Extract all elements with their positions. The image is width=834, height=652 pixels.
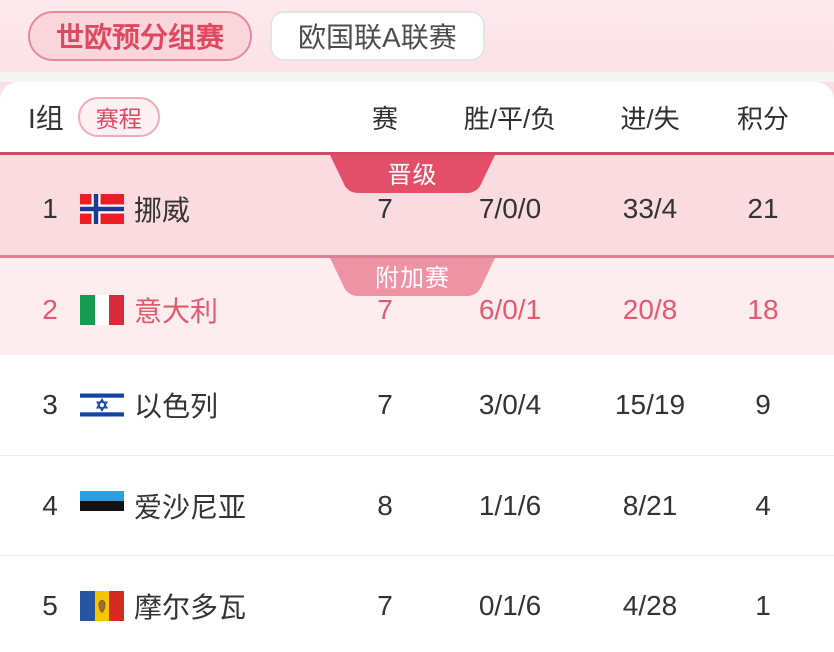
flag-cell	[72, 490, 134, 521]
schedule-button[interactable]: 赛程	[77, 97, 160, 137]
playoff-badge: 附加赛	[330, 258, 495, 296]
points-cell: 21	[747, 193, 779, 224]
table-row-estonia[interactable]: 4 爱沙尼亚 8 1/1/6 8/21 4	[0, 455, 834, 555]
wdl-cell: 1/1/6	[478, 489, 542, 521]
standings-card-wrap: I组 赛程 赛 胜/平/负 进/失 积分 晋级 1	[0, 82, 834, 652]
wdl-cell: 3/0/4	[478, 389, 542, 420]
qualified-badge-shape	[330, 155, 495, 193]
column-header-played: 赛	[371, 103, 398, 134]
table-row-italy[interactable]: 附加赛 2 意大利 7 6/0/1 20/8 18	[0, 255, 834, 355]
israel-flag-icon	[80, 390, 124, 420]
group-title: I组	[28, 103, 64, 134]
tab-label: 世欧预分组赛	[56, 22, 225, 53]
goals-cell: 33/4	[622, 193, 678, 224]
played-cell: 7	[377, 193, 393, 224]
flag-cell	[72, 294, 134, 325]
rank-cell: 5	[42, 589, 58, 621]
standings-table: I组 赛程 赛 胜/平/负 进/失 积分 晋级 1	[0, 82, 834, 652]
table-header-row: I组 赛程 赛 胜/平/负 进/失 积分	[0, 82, 834, 155]
italy-flag-icon	[80, 294, 124, 325]
points-cell: 18	[747, 293, 779, 325]
played-cell: 7	[377, 389, 393, 420]
group-zone: I组 赛程	[28, 97, 330, 137]
team-name: 爱沙尼亚	[134, 491, 247, 523]
rank-cell: 2	[42, 293, 58, 325]
column-header-goals: 进/失	[620, 103, 680, 134]
played-cell: 7	[377, 293, 393, 325]
goals-cell: 8/21	[622, 489, 678, 521]
played-cell: 8	[377, 489, 393, 521]
tab-world-cup-qualifiers[interactable]: 世欧预分组赛	[28, 11, 253, 61]
qualified-badge: 晋级	[330, 155, 495, 193]
goals-cell: 4/28	[622, 589, 678, 621]
divider-strip	[0, 72, 834, 82]
team-name: 挪威	[134, 195, 191, 226]
table-row-norway[interactable]: 晋级 1 挪威 7 7/0/0 33/4 21	[0, 155, 834, 255]
qualified-badge-label: 晋级	[387, 161, 438, 189]
flag-cell	[72, 390, 134, 420]
table-row-moldova[interactable]: 5 摩尔多瓦 7 0/1/6 4/28 1	[0, 555, 834, 652]
column-header-wdl: 胜/平/负	[463, 103, 557, 134]
rank-cell: 4	[42, 489, 58, 521]
flag-cell	[72, 194, 134, 224]
playoff-badge-shape	[330, 258, 495, 296]
rank-cell: 1	[42, 193, 58, 224]
tab-nations-league[interactable]: 欧国联A联赛	[270, 11, 485, 61]
goals-cell: 15/19	[614, 389, 686, 420]
wdl-cell: 6/0/1	[478, 293, 542, 325]
played-cell: 7	[377, 589, 393, 621]
column-header-points: 积分	[736, 103, 789, 134]
points-cell: 9	[755, 389, 771, 420]
flag-cell	[72, 590, 134, 621]
playoff-badge-label: 附加赛	[375, 264, 450, 292]
team-name: 以色列	[134, 391, 219, 422]
team-name: 摩尔多瓦	[134, 591, 247, 623]
wdl-cell: 7/0/0	[478, 193, 542, 224]
team-name: 意大利	[134, 295, 219, 327]
tab-label: 欧国联A联赛	[298, 22, 457, 53]
table-row-israel[interactable]: 3 以色列 7 3/0/4 15/19 9	[0, 355, 834, 455]
competition-tabbar: 世欧预分组赛 欧国联A联赛	[0, 0, 834, 72]
points-cell: 4	[755, 489, 771, 521]
moldova-flag-icon	[80, 590, 124, 621]
rank-cell: 3	[42, 389, 58, 420]
estonia-flag-icon	[80, 490, 124, 521]
norway-flag-icon	[80, 194, 124, 224]
points-cell: 1	[755, 589, 771, 621]
wdl-cell: 0/1/6	[478, 589, 542, 621]
goals-cell: 20/8	[622, 293, 678, 325]
